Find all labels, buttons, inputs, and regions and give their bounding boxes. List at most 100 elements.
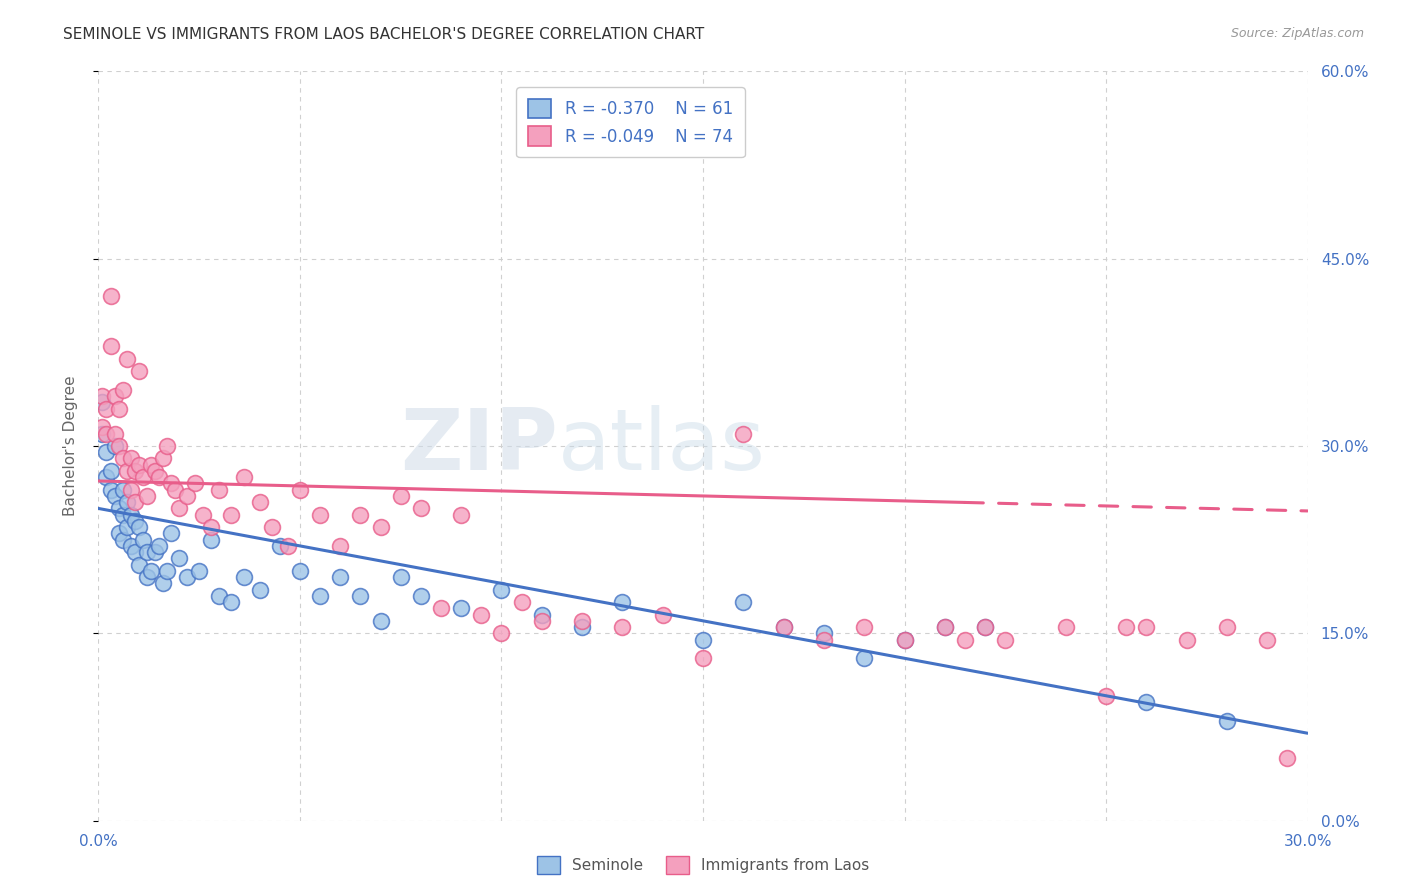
Point [100, 483, 122, 497]
Point [176, 570, 198, 584]
Point [200, 520, 222, 534]
Point [221, 508, 243, 522]
Point [143, 464, 166, 478]
Text: ZIP: ZIP [401, 404, 558, 488]
Point [152, 451, 174, 466]
Point [370, 520, 392, 534]
Point [288, 564, 311, 578]
Point [349, 508, 371, 522]
Text: SEMINOLE VS IMMIGRANTS FROM LAOS BACHELOR'S DEGREE CORRELATION CHART: SEMINOLE VS IMMIGRANTS FROM LAOS BACHELO… [63, 27, 704, 42]
Point [249, 495, 271, 509]
Point [96, 426, 118, 441]
Text: atlas: atlas [558, 404, 766, 488]
Point [167, 501, 190, 516]
Point [349, 589, 371, 603]
Point [135, 570, 157, 584]
Point [530, 614, 553, 628]
Point [893, 632, 915, 647]
Point [128, 558, 150, 572]
Point [853, 620, 876, 634]
Point [100, 464, 122, 478]
Point [409, 501, 432, 516]
Point [200, 533, 222, 547]
Point [91, 426, 114, 441]
Point [107, 401, 129, 416]
Legend: Seminole, Immigrants from Laos: Seminole, Immigrants from Laos [530, 850, 876, 880]
Point [100, 339, 122, 353]
Point [1277, 751, 1299, 765]
Point [450, 601, 472, 615]
Point [143, 545, 166, 559]
Point [309, 508, 332, 522]
Point [124, 545, 146, 559]
Point [128, 364, 150, 378]
Point [733, 595, 755, 609]
Point [115, 495, 138, 509]
Point [934, 620, 956, 634]
Point [1216, 714, 1239, 728]
Point [733, 426, 755, 441]
Point [1216, 620, 1239, 634]
Point [1095, 689, 1118, 703]
Point [409, 589, 432, 603]
Point [115, 520, 138, 534]
Point [1175, 632, 1198, 647]
Point [184, 476, 207, 491]
Point [124, 514, 146, 528]
Point [128, 520, 150, 534]
Point [111, 533, 134, 547]
Point [651, 607, 673, 622]
Point [120, 451, 142, 466]
Point [115, 464, 138, 478]
Point [100, 289, 122, 303]
Point [491, 582, 513, 597]
Point [1054, 620, 1077, 634]
Point [450, 508, 472, 522]
Point [96, 401, 118, 416]
Point [103, 439, 125, 453]
Point [974, 620, 997, 634]
Point [430, 601, 453, 615]
Point [107, 526, 129, 541]
Point [107, 439, 129, 453]
Point [107, 501, 129, 516]
Point [152, 576, 174, 591]
Point [115, 351, 138, 366]
Point [260, 520, 283, 534]
Point [612, 620, 634, 634]
Point [853, 651, 876, 665]
Point [163, 483, 186, 497]
Point [139, 458, 162, 472]
Point [111, 451, 134, 466]
Point [188, 564, 211, 578]
Point [103, 426, 125, 441]
Point [309, 589, 332, 603]
Point [135, 545, 157, 559]
Point [491, 626, 513, 640]
Point [91, 395, 114, 409]
Point [120, 483, 142, 497]
Point [692, 632, 714, 647]
Point [571, 614, 593, 628]
Point [389, 570, 412, 584]
Point [277, 539, 299, 553]
Point [167, 551, 190, 566]
Point [156, 439, 179, 453]
Point [148, 539, 170, 553]
Point [530, 607, 553, 622]
Point [132, 533, 155, 547]
Point [934, 620, 956, 634]
Point [111, 508, 134, 522]
Legend: R = -0.370    N = 61, R = -0.049    N = 74: R = -0.370 N = 61, R = -0.049 N = 74 [516, 87, 745, 157]
Point [288, 483, 311, 497]
Point [128, 458, 150, 472]
Point [103, 489, 125, 503]
Point [813, 632, 835, 647]
Point [208, 589, 231, 603]
Point [135, 489, 157, 503]
Point [269, 539, 291, 553]
Point [91, 420, 114, 434]
Point [470, 607, 492, 622]
Point [232, 470, 254, 484]
Point [124, 464, 146, 478]
